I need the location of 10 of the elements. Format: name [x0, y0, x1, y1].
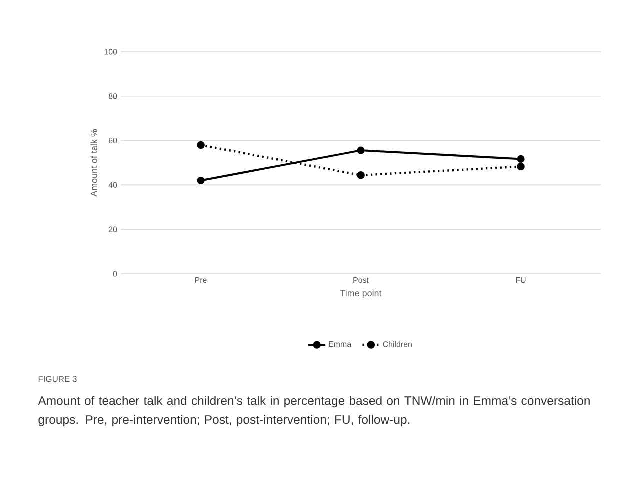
y-axis-title: Amount of talk %	[90, 129, 98, 197]
point	[197, 141, 205, 150]
x-axis-title: Time point	[340, 290, 382, 298]
text: Amount of teacher talk and children’s talk in percentage based on TNW/min in Emma’s conversation groups. Pre, pre-intervention; Post, post-intervention; FU, follow-up.	[38, 396, 590, 427]
point	[197, 176, 205, 185]
caption: FIGURE 3	[38, 376, 77, 382]
point	[357, 172, 365, 180]
point	[517, 155, 525, 164]
point	[357, 146, 365, 154]
point	[517, 162, 525, 171]
